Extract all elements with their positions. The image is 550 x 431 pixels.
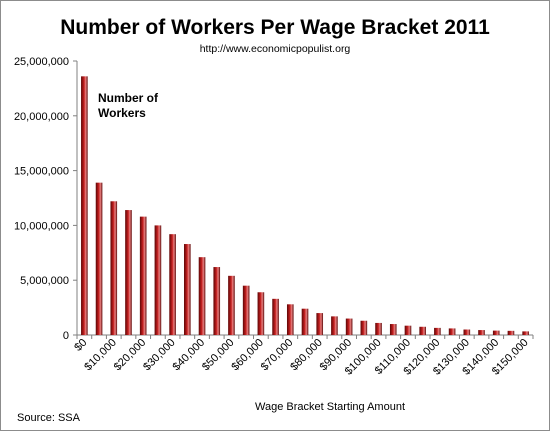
bar-series (81, 76, 529, 335)
series-label-line-2: Workers (98, 106, 146, 120)
bar (419, 326, 426, 335)
bar (316, 313, 324, 335)
bar (154, 225, 162, 335)
source-note: Source: SSA (17, 412, 81, 424)
bar (213, 267, 221, 335)
bar (345, 318, 353, 335)
bar (522, 331, 529, 335)
chart-subtitle: http://www.economicpopulist.org (200, 43, 351, 55)
bar (389, 324, 397, 335)
bar (478, 330, 485, 335)
bar (242, 285, 250, 335)
bar (286, 304, 294, 335)
bar (95, 182, 103, 335)
bar (434, 327, 441, 335)
plot-area: 0 5,000,000 10,000,000 15,000,000 20,000,000… (14, 56, 534, 378)
y-tick-label: 15,000,000 (14, 166, 69, 178)
bar (139, 216, 147, 335)
y-tick-label: 25,000,000 (14, 56, 69, 68)
x-axis: $0$10,000$20,000$30,000$40,000$50,000$60… (72, 334, 534, 378)
bar (169, 234, 176, 335)
y-tick-label: 20,000,000 (14, 111, 69, 123)
bar (375, 322, 382, 335)
bar (184, 244, 191, 335)
bar (404, 325, 412, 335)
bar (198, 257, 206, 335)
bar (463, 329, 471, 335)
bar (301, 308, 309, 335)
y-axis: 0 5,000,000 10,000,000 15,000,000 20,000,000… (14, 56, 78, 342)
y-tick-label: 10,000,000 (14, 220, 69, 232)
bar (492, 330, 500, 335)
bar (272, 298, 279, 335)
bar (228, 275, 235, 335)
bar (257, 292, 265, 335)
y-tick-label: 0 (63, 330, 69, 342)
chart-title: Number of Workers Per Wage Bracket 2011 (60, 16, 490, 39)
bar (331, 316, 338, 335)
x-tick-label: $0 (72, 337, 89, 354)
x-axis-title: Wage Bracket Starting Amount (255, 401, 405, 413)
series-label-line-1: Number of (98, 91, 159, 105)
bar (360, 320, 368, 335)
bar (81, 76, 88, 335)
bar (448, 328, 456, 335)
series-label: Number of Workers (98, 91, 161, 120)
y-tick-label: 5,000,000 (20, 275, 69, 287)
bar (110, 201, 118, 335)
bar (125, 210, 132, 335)
bar (507, 330, 515, 335)
